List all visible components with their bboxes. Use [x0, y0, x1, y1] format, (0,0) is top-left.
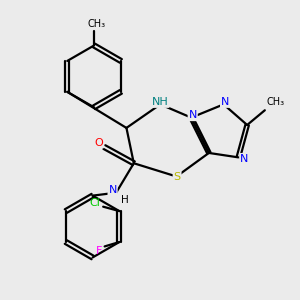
Text: S: S	[173, 172, 181, 182]
Text: H: H	[121, 195, 128, 205]
Text: CH₃: CH₃	[266, 97, 284, 107]
Text: F: F	[96, 246, 102, 256]
Text: N: N	[240, 154, 248, 164]
Text: Cl: Cl	[89, 198, 100, 208]
Text: CH₃: CH₃	[88, 19, 106, 29]
Text: O: O	[94, 138, 103, 148]
Text: N: N	[188, 110, 197, 120]
Text: NH: NH	[152, 97, 169, 107]
Text: N: N	[221, 97, 229, 107]
Text: N: N	[108, 185, 117, 195]
